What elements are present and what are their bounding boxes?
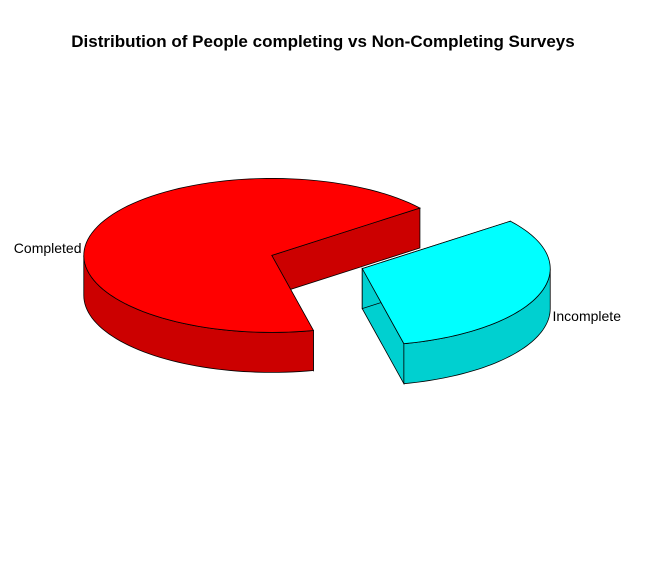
pie-slice-top-incomplete <box>361 220 551 345</box>
pie-slice-top-completed <box>83 178 421 333</box>
slice-label-incomplete: Incomplete <box>553 308 622 324</box>
chart-title: Distribution of People completing vs Non… <box>71 32 574 51</box>
slice-label-completed: Completed <box>14 240 82 256</box>
slices-layer <box>83 178 551 386</box>
pie-slice-incomplete <box>361 220 551 386</box>
labels-layer: Completed Incomplete <box>14 240 621 324</box>
pie-slice-completed <box>83 178 421 373</box>
